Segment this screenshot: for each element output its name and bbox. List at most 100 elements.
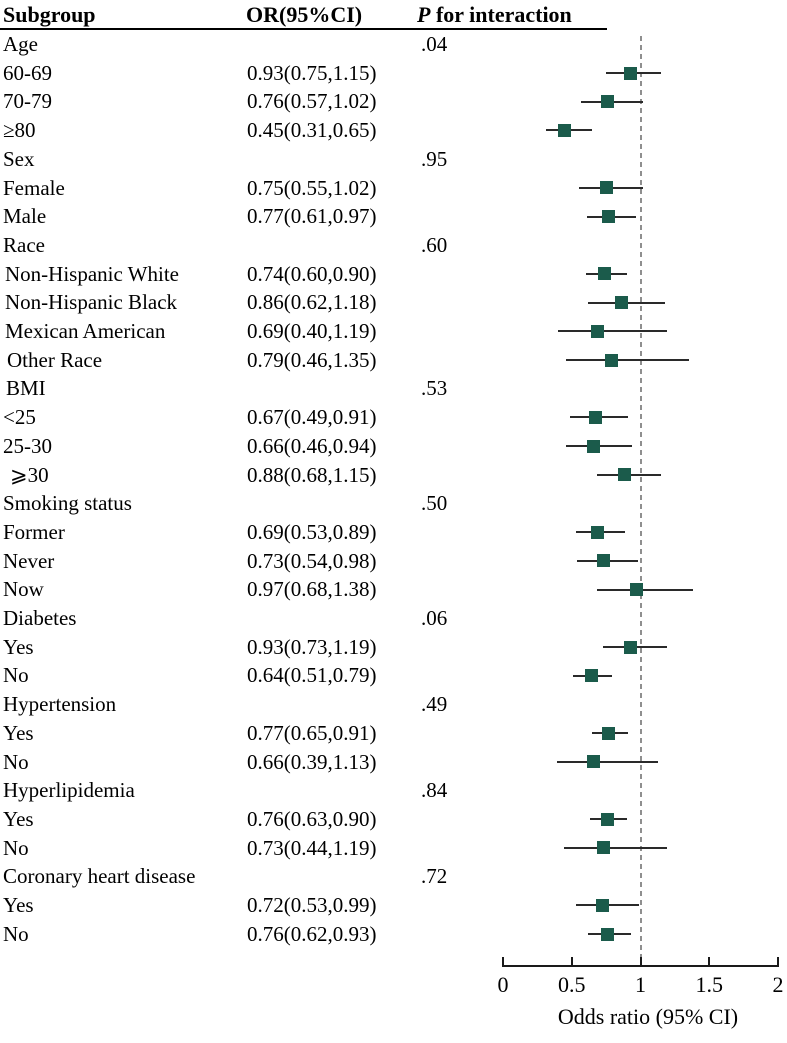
or-marker (601, 95, 614, 109)
or-marker (605, 353, 619, 367)
ci-line (556, 760, 659, 763)
row-p-value: .04 (421, 32, 448, 56)
row-label: No (3, 835, 29, 860)
row-label: Never (3, 548, 55, 573)
row-or-value: 0.88(0.68,1.15) (247, 462, 377, 487)
row-p-value: .50 (421, 491, 448, 516)
row-or-value: 0.69(0.40,1.19) (247, 319, 377, 343)
row-label: Female (3, 175, 65, 200)
or-marker (599, 181, 613, 195)
row-label: Male (3, 204, 47, 229)
row-label: 60-69 (3, 60, 52, 85)
row-label: Yes (3, 806, 34, 831)
p-italic-label: P (417, 2, 431, 27)
or-marker (601, 812, 614, 826)
row-p-value: .84 (421, 778, 448, 803)
row-or-value: 0.66(0.46,0.94) (247, 433, 377, 458)
row-label: Yes (3, 634, 34, 659)
row-label: Other Race (7, 347, 103, 372)
header-rule (0, 28, 607, 30)
or-marker (598, 267, 612, 281)
row-label: Yes (3, 720, 34, 745)
row-label: Yes (3, 893, 34, 917)
row-p-value: .49 (421, 692, 448, 717)
ci-line (566, 359, 689, 362)
or-marker (595, 898, 609, 912)
row-p-value: .72 (421, 864, 448, 889)
row-label: Age (3, 32, 38, 56)
x-axis-tick (502, 957, 504, 965)
row-label: ⩾30 (10, 462, 49, 487)
row-or-value: 0.73(0.54,0.98) (247, 548, 377, 573)
row-label: Coronary heart disease (3, 864, 196, 889)
row-label: 70-79 (3, 89, 52, 114)
row-label: <25 (3, 405, 36, 430)
or-marker (614, 296, 628, 310)
row-or-value: 0.93(0.73,1.19) (247, 634, 377, 659)
or-marker (624, 66, 638, 80)
row-p-value: .53 (421, 376, 448, 401)
row-label: ≥80 (3, 118, 36, 143)
row-label: No (3, 921, 29, 946)
row-label: 25-30 (3, 433, 52, 458)
row-or-value: 0.77(0.65,0.91) (247, 720, 377, 745)
row-or-value: 0.97(0.68,1.38) (247, 577, 377, 602)
column-header-p-interaction: P for interaction (417, 2, 572, 28)
or-marker (624, 640, 638, 654)
row-or-value: 0.76(0.57,1.02) (247, 89, 377, 114)
row-label: Race (3, 232, 45, 257)
row-or-value: 0.74(0.60,0.90) (247, 261, 377, 286)
x-axis-tick (639, 957, 642, 965)
column-header-subgroup: Subgroup (3, 2, 96, 27)
row-label: Mexican American (5, 319, 166, 343)
x-axis-tick-label: 2 (772, 972, 784, 997)
row-label: Non-Hispanic White (5, 261, 179, 286)
row-or-value: 0.66(0.39,1.13) (247, 749, 377, 774)
ci-line (596, 588, 693, 591)
or-marker (591, 324, 605, 338)
row-label: Now (3, 577, 44, 602)
or-marker (591, 525, 605, 539)
row-or-value: 0.86(0.62,1.18) (247, 290, 377, 315)
row-p-value: .60 (421, 232, 448, 257)
x-axis-title: Odds ratio (95% CI) (557, 1004, 739, 1029)
x-axis-tick (708, 957, 711, 965)
row-label: Diabetes (3, 606, 77, 630)
row-or-value: 0.45(0.31,0.65) (247, 118, 377, 143)
row-or-value: 0.73(0.44,1.19) (247, 835, 377, 860)
or-marker (602, 726, 616, 740)
row-or-value: 0.72(0.53,0.99) (247, 893, 377, 917)
ci-line (563, 846, 667, 849)
row-or-value: 0.76(0.63,0.90) (247, 806, 377, 831)
row-or-value: 0.76(0.62,0.93) (247, 921, 377, 946)
row-label: Smoking status (3, 491, 132, 516)
ci-line (558, 330, 667, 333)
or-marker (587, 755, 601, 769)
row-or-value: 0.77(0.61,0.97) (247, 204, 377, 229)
row-p-value: .95 (421, 146, 448, 171)
x-axis-tick-label: 0 (497, 972, 509, 997)
row-or-value: 0.64(0.51,0.79) (247, 663, 377, 688)
reference-line-or-1 (639, 36, 642, 965)
or-marker (596, 554, 610, 568)
or-marker (596, 841, 610, 855)
p-rest-label: for interaction (430, 2, 572, 27)
x-axis-tick-label: 0.5 (558, 972, 586, 997)
row-label: No (3, 749, 29, 774)
x-axis-line (502, 965, 779, 967)
row-label: Non-Hispanic Black (5, 290, 178, 315)
or-marker (558, 123, 572, 137)
column-header-or-ci: OR(95%CI) (246, 2, 363, 27)
row-label: BMI (6, 376, 46, 401)
x-axis-tick (777, 957, 779, 965)
or-marker (588, 410, 602, 424)
row-label: Hypertension (3, 692, 117, 717)
row-or-value: 0.93(0.75,1.15) (247, 60, 377, 85)
or-marker (629, 583, 643, 597)
x-axis-tick-label: 1.5 (695, 972, 724, 997)
or-marker (601, 927, 614, 941)
x-axis-tick-label: 1 (635, 972, 646, 997)
or-marker (587, 439, 601, 453)
row-label: Sex (3, 146, 35, 171)
